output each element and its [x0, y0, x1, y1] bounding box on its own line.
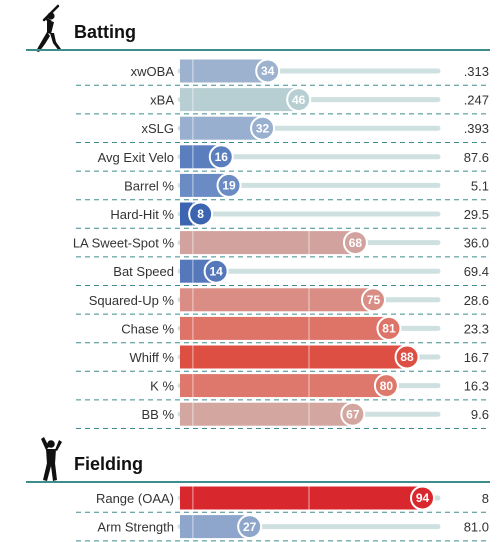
- metric-value: 16.7: [464, 350, 489, 365]
- percentile-bar: [180, 88, 299, 112]
- percentile-marker: [373, 373, 399, 399]
- metric-label: Arm Strength: [97, 520, 174, 535]
- metric-row: LA Sweet-Spot % 68 36.0: [73, 230, 489, 258]
- metric-row: xSLG 32 .393: [76, 115, 489, 143]
- percentile-marker: [394, 344, 420, 370]
- metric-label: Barrel %: [124, 178, 174, 193]
- metric-value: 28.6: [464, 293, 489, 308]
- metric-row: BB % 67 9.6: [76, 401, 489, 429]
- metric-value: 69.4: [464, 264, 489, 279]
- metric-value: 8: [482, 491, 489, 506]
- metric-label: Range (OAA): [96, 491, 174, 506]
- metric-row: xBA 46 .247: [76, 87, 489, 115]
- metric-row: Bat Speed 14 69.4: [76, 258, 489, 286]
- metric-value: .313: [464, 64, 489, 79]
- batter-icon: [36, 4, 61, 52]
- percentile-marker: [216, 172, 242, 198]
- percentile-marker: [342, 230, 368, 256]
- metric-label: Hard-Hit %: [110, 207, 174, 222]
- metric-row: K % 80 16.3: [76, 373, 489, 401]
- metric-value: .247: [464, 93, 489, 108]
- percentile-value: 75: [367, 293, 381, 307]
- percentile-value: 14: [209, 264, 223, 278]
- percentile-marker: [203, 258, 229, 284]
- metric-row: xwOBA 34 .313: [76, 58, 489, 86]
- metric-label: xwOBA: [131, 64, 175, 79]
- metric-label: Squared-Up %: [89, 293, 175, 308]
- metric-value: 16.3: [464, 379, 489, 394]
- percentile-marker: [237, 514, 263, 540]
- percentile-value: 32: [256, 121, 270, 135]
- percentile-bar: [180, 515, 250, 539]
- percentile-bar: [180, 316, 389, 340]
- metric-value: 87.6: [464, 150, 489, 165]
- metric-value: 81.0: [464, 520, 489, 535]
- percentile-bar: [180, 173, 230, 197]
- percentile-bar: [180, 116, 263, 140]
- percentile-value: 88: [400, 350, 414, 364]
- metric-value: 29.5: [464, 207, 489, 222]
- percentile-marker: [410, 485, 436, 511]
- metric-row: Chase % 81 23.3: [76, 315, 489, 344]
- percentile-value: 46: [292, 93, 306, 107]
- metric-row: Arm Strength 27 81.0: [76, 514, 489, 542]
- percentile-value: 27: [243, 520, 257, 534]
- section-fielding: Fielding Range (OAA) 94 8 Arm Strength 27 81.0: [26, 437, 490, 542]
- metric-row: Squared-Up % 75 28.6: [76, 287, 489, 315]
- percentile-marker: [188, 201, 214, 227]
- metric-value: 36.0: [464, 236, 489, 251]
- percentile-value: 16: [215, 150, 229, 164]
- metric-value: 23.3: [464, 321, 489, 336]
- metric-label: xBA: [150, 93, 174, 108]
- metric-label: K %: [150, 379, 174, 394]
- percentile-bar: [180, 59, 268, 83]
- percentile-value: 67: [346, 407, 360, 421]
- percentile-value: 19: [222, 179, 236, 193]
- percentile-marker: [361, 287, 386, 313]
- metric-value: 9.6: [471, 407, 489, 422]
- percentile-bar: [180, 288, 374, 312]
- percentile-marker: [250, 115, 276, 141]
- percentile-bar: [180, 374, 387, 398]
- percentile-marker: [286, 87, 312, 113]
- percentile-marker: [340, 401, 366, 427]
- percentile-value: 34: [261, 64, 275, 78]
- section-batting: Batting xwOBA 34 .313 xBA 46 .247 xSLG 32 .393 Avg…: [26, 4, 490, 429]
- percentile-marker: [208, 144, 234, 170]
- metric-label: Chase %: [121, 321, 174, 336]
- metric-label: Bat Speed: [113, 264, 174, 279]
- metric-label: xSLG: [141, 121, 174, 136]
- percentile-value: 68: [349, 236, 363, 250]
- percentile-value: 81: [382, 322, 396, 336]
- metric-label: LA Sweet-Spot %: [73, 236, 175, 251]
- metric-value: .393: [464, 121, 489, 136]
- percentile-bar: [180, 402, 353, 426]
- percentile-marker: [376, 315, 402, 341]
- percentile-bar: [180, 345, 408, 369]
- percentile-value: 94: [416, 491, 430, 505]
- fielder-icon: [41, 437, 62, 481]
- section-title: Fielding: [74, 454, 143, 474]
- percentile-bar: [180, 231, 356, 255]
- metric-row: Avg Exit Velo 16 87.6: [76, 144, 489, 172]
- metric-row: Hard-Hit % 8 29.5: [76, 201, 489, 229]
- metric-label: Whiff %: [129, 350, 174, 365]
- percentile-value: 80: [380, 379, 394, 393]
- metric-row: Range (OAA) 94 8: [76, 485, 489, 513]
- percentile-bar: [180, 486, 423, 510]
- section-title: Batting: [74, 22, 136, 42]
- metric-label: BB %: [141, 407, 174, 422]
- metric-row: Whiff % 88 16.7: [76, 344, 489, 372]
- metric-label: Avg Exit Velo: [98, 150, 174, 165]
- metric-value: 5.1: [471, 178, 489, 193]
- percentile-value: 8: [197, 207, 204, 221]
- metric-row: Barrel % 19 5.1: [76, 172, 489, 201]
- percentile-marker: [255, 58, 281, 84]
